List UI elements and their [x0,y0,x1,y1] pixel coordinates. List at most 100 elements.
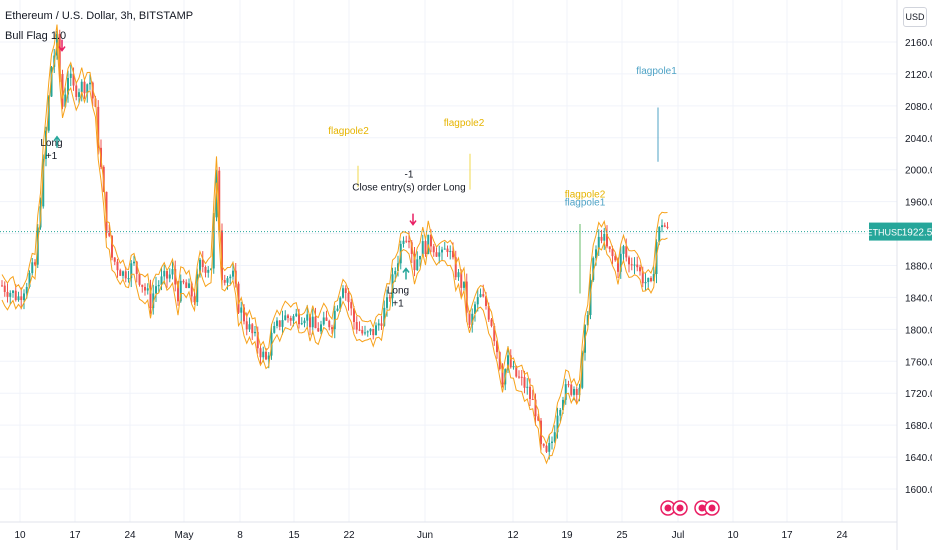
annotation-sublabel: Close entry(s) order Long [352,183,465,194]
candle-body [375,325,377,336]
candle-body [435,252,438,257]
candle-body [545,445,548,452]
candle-body [611,249,614,257]
y-tick-label: 1680.0 [905,421,932,432]
x-tick-label: 17 [69,530,81,541]
candle-body [188,283,190,288]
y-tick-label: 1960.0 [905,198,932,209]
candle-body [564,384,567,400]
symbol-price-badge-label: ETHUSD [866,228,904,238]
candle-body [562,399,564,410]
candle-body [152,293,155,309]
economic-event-icon-dot [708,504,716,512]
candle-body [388,297,391,299]
annotation-label: flagpole1 [636,66,677,77]
candle-body [259,348,262,358]
candle-body [641,271,644,284]
candle-body [364,332,366,334]
candle-body [575,389,578,395]
candle-body [498,352,501,369]
candle-body [507,355,509,370]
candle-body [501,368,504,385]
economic-event-icon-dot [664,504,672,512]
strategy-legend[interactable]: Bull Flag 1.0 [5,30,67,42]
x-tick-label: Jul [672,530,685,541]
x-tick-label: May [175,530,194,541]
y-tick-label: 2000.0 [905,166,932,177]
candle-body [166,270,168,279]
candle-body [542,444,545,446]
candle-body [663,225,666,227]
candle-body [83,81,86,94]
candle-body [630,264,633,266]
candle-body [317,328,320,332]
candle-body [476,297,479,305]
candle-body [20,296,23,301]
candle-body [515,366,518,377]
candle-body [325,317,328,321]
symbol-legend[interactable]: Ethereum / U.S. Dollar, 3h, BITSTAMP [5,10,194,22]
candle-body [281,320,284,327]
candle-body [523,377,526,388]
candle-body [369,328,372,332]
candle-body [78,92,80,97]
candle-body [232,270,234,277]
candle-body [25,286,28,294]
entry-arrow-icon [402,267,410,280]
annotation-label: -1 [405,170,414,181]
candle-body [298,313,300,325]
candle-body [229,276,232,279]
candle-body [446,248,449,253]
exit-arrow-icon [409,213,417,226]
candle-body [3,285,6,292]
candle-body [344,288,347,293]
candle-body [614,256,617,261]
candle-body [251,324,254,334]
candle-body [556,415,559,433]
candle-body [606,233,608,247]
candle-body [28,273,31,287]
candle-body [372,328,375,336]
candle-body [432,246,435,253]
candle-body [119,270,122,276]
candle-body [122,271,124,276]
y-tick-label: 1800.0 [905,325,932,336]
candle-body [116,261,119,271]
candle-body [520,376,523,378]
candle-body [529,386,531,400]
candle-body [353,308,355,322]
candle-body [287,315,289,319]
annotation-label: flagpole2 [444,118,485,129]
candle-body [199,259,201,275]
annotation-label: flagpole2 [328,126,369,137]
candle-body [218,170,221,231]
candle-body [496,341,498,353]
candle-body [204,266,207,273]
annotation-sublabel: +1 [392,298,404,309]
entry-arrow-icon [53,135,61,148]
candle-body [413,253,416,271]
candle-body [17,296,20,301]
x-tick-label: 12 [507,530,519,541]
candle-body [460,272,463,288]
candle-body [666,226,669,228]
symbol-price-badge [869,222,902,241]
candle-body [144,286,146,291]
candle-body [42,158,45,207]
candle-body [177,284,179,302]
currency-button[interactable]: USD [903,7,927,27]
candle-body [485,296,487,306]
candle-body [490,319,493,326]
candle-body [421,241,424,256]
annotation-label: Long [387,285,409,296]
candle-body [64,94,67,107]
envelope-lower-line [1,42,668,465]
candle-body [168,274,171,279]
candle-body [306,314,309,321]
last-price-badge [902,222,932,241]
candle-body [201,259,204,267]
annotation-label: flagpole1 [565,198,606,209]
candle-body [380,323,383,326]
